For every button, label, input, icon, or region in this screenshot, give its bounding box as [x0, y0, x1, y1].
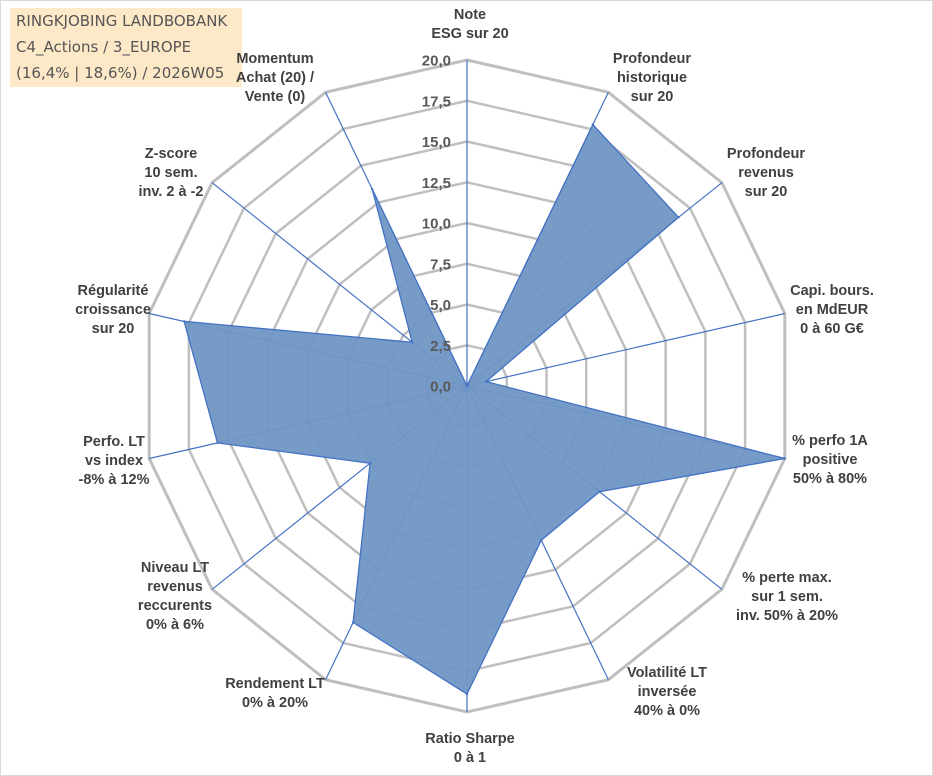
data-point: [351, 621, 355, 624]
axis-label-line: croissance: [75, 302, 151, 318]
data-point: [591, 123, 595, 126]
radar-series: [182, 123, 786, 696]
axis-label: Rendement LT 0% à 20%: [225, 676, 325, 711]
axis-label: Perfo. LT vs index -8% à 12%: [79, 434, 150, 488]
axis-label-line: sur 1 sem.: [751, 589, 823, 605]
data-point: [465, 384, 469, 388]
axis-label-line: 0% à 6%: [146, 617, 204, 633]
axis-label: Z-score 10 sem. inv. 2 à -2: [138, 146, 203, 200]
data-point: [465, 692, 469, 696]
axis-label-line: Capi. bours.: [790, 283, 874, 299]
axis-label-line: % perte max.: [742, 570, 831, 586]
axis-label-line: Rendement LT: [225, 676, 325, 692]
axis-label: Profondeur revenus sur 20: [727, 146, 805, 200]
data-point: [677, 216, 680, 219]
tick-label: 5,0: [430, 297, 451, 314]
radar-tick-labels: 0,0 2,5 5,0 7,5 10,0 12,5 15,0 17,5 20,0: [422, 53, 451, 396]
data-point: [368, 462, 372, 465]
axis-label-line: Vente (0): [245, 89, 306, 105]
axis-label-line: Ratio Sharpe: [425, 731, 514, 747]
tick-label: 2,5: [430, 338, 451, 355]
axis-label-line: vs index: [85, 453, 143, 469]
data-point: [411, 341, 414, 344]
axis-label: Volatilité LT inversée 40% à 0%: [627, 665, 707, 719]
axis-label-line: ESG sur 20: [431, 26, 508, 42]
axis-label-line: 0% à 20%: [242, 695, 308, 711]
axis-label-line: reccurents: [138, 598, 212, 614]
title-line-category: C4_Actions / 3_EUROPE: [16, 38, 192, 56]
axis-label-line: sur 20: [92, 321, 135, 337]
tick-label: 20,0: [422, 53, 451, 70]
axis-label-line: sur 20: [631, 89, 674, 105]
axis-label: Note ESG sur 20: [431, 7, 508, 42]
axis-label: Niveau LT revenus reccurents 0% à 6%: [138, 560, 212, 633]
axis-label: Régularité croissance sur 20: [75, 283, 151, 337]
data-point: [182, 320, 186, 323]
axis-label-line: 0 à 1: [454, 750, 486, 766]
radar-axis-labels: Note ESG sur 20 Profondeur historique sur 20…: [75, 7, 874, 766]
axis-label-line: inv. 50% à 20%: [736, 608, 838, 624]
axis-label: % perfo 1A positive 50% à 80%: [792, 433, 868, 487]
axis-label-line: Note: [454, 7, 486, 23]
axis-label-line: Z-score: [145, 146, 197, 162]
axis-label-line: inv. 2 à -2: [138, 184, 203, 200]
data-point: [216, 441, 219, 445]
axis-label-line: Momentum: [236, 51, 313, 67]
tick-label: 0,0: [430, 379, 451, 396]
axis-label: Profondeur historique sur 20: [613, 51, 691, 105]
tick-label: 12,5: [422, 175, 451, 192]
axis-label-line: Régularité: [78, 283, 149, 299]
axis-label: % perte max. sur 1 sem. inv. 50% à 20%: [736, 570, 838, 624]
axis-label-line: inversée: [638, 684, 697, 700]
data-point: [598, 490, 601, 493]
axis-label-line: Profondeur: [727, 146, 805, 162]
data-point: [540, 539, 543, 542]
tick-label: 7,5: [430, 256, 451, 273]
axis-label-line: Niveau LT: [141, 560, 209, 576]
axis-label-line: sur 20: [745, 184, 788, 200]
title-line-performance-week: (16,4% | 18,6%) / 2026W05: [16, 64, 225, 82]
series-area: [183, 123, 785, 696]
axis-label-line: positive: [803, 452, 858, 468]
tick-label: 15,0: [422, 134, 451, 151]
axis-label-line: 40% à 0%: [634, 703, 700, 719]
axis-label-line: Achat (20) /: [236, 70, 314, 86]
axis-label-line: Volatilité LT: [627, 665, 707, 681]
axis-label-line: 50% à 80%: [793, 471, 867, 487]
axis-label-line: % perfo 1A: [792, 433, 868, 449]
data-point: [484, 380, 488, 383]
data-point: [783, 457, 786, 460]
axis-label-line: en MdEUR: [796, 302, 869, 318]
data-point: [371, 188, 374, 191]
title-line-company: RINGKJOBING LANDBOBANK: [16, 12, 228, 30]
axis-label: Momentum Achat (20) / Vente (0): [236, 51, 314, 105]
title-box: RINGKJOBING LANDBOBANK C4_Actions / 3_EU…: [10, 8, 242, 87]
axis-label-line: historique: [617, 70, 687, 86]
axis-label: Capi. bours. en MdEUR 0 à 60 G€: [790, 283, 874, 337]
axis-label-line: 0 à 60 G€: [800, 321, 864, 337]
axis-label-line: 10 sem.: [144, 165, 197, 181]
tick-label: 10,0: [422, 216, 451, 233]
axis-label: Ratio Sharpe 0 à 1: [425, 731, 514, 766]
axis-label-line: -8% à 12%: [79, 472, 150, 488]
axis-spoke: [466, 312, 785, 387]
axis-label-line: Profondeur: [613, 51, 691, 67]
axis-label-line: Perfo. LT: [83, 434, 145, 450]
axis-label-line: revenus: [147, 579, 203, 595]
axis-label-line: revenus: [738, 165, 794, 181]
tick-label: 17,5: [422, 93, 451, 110]
